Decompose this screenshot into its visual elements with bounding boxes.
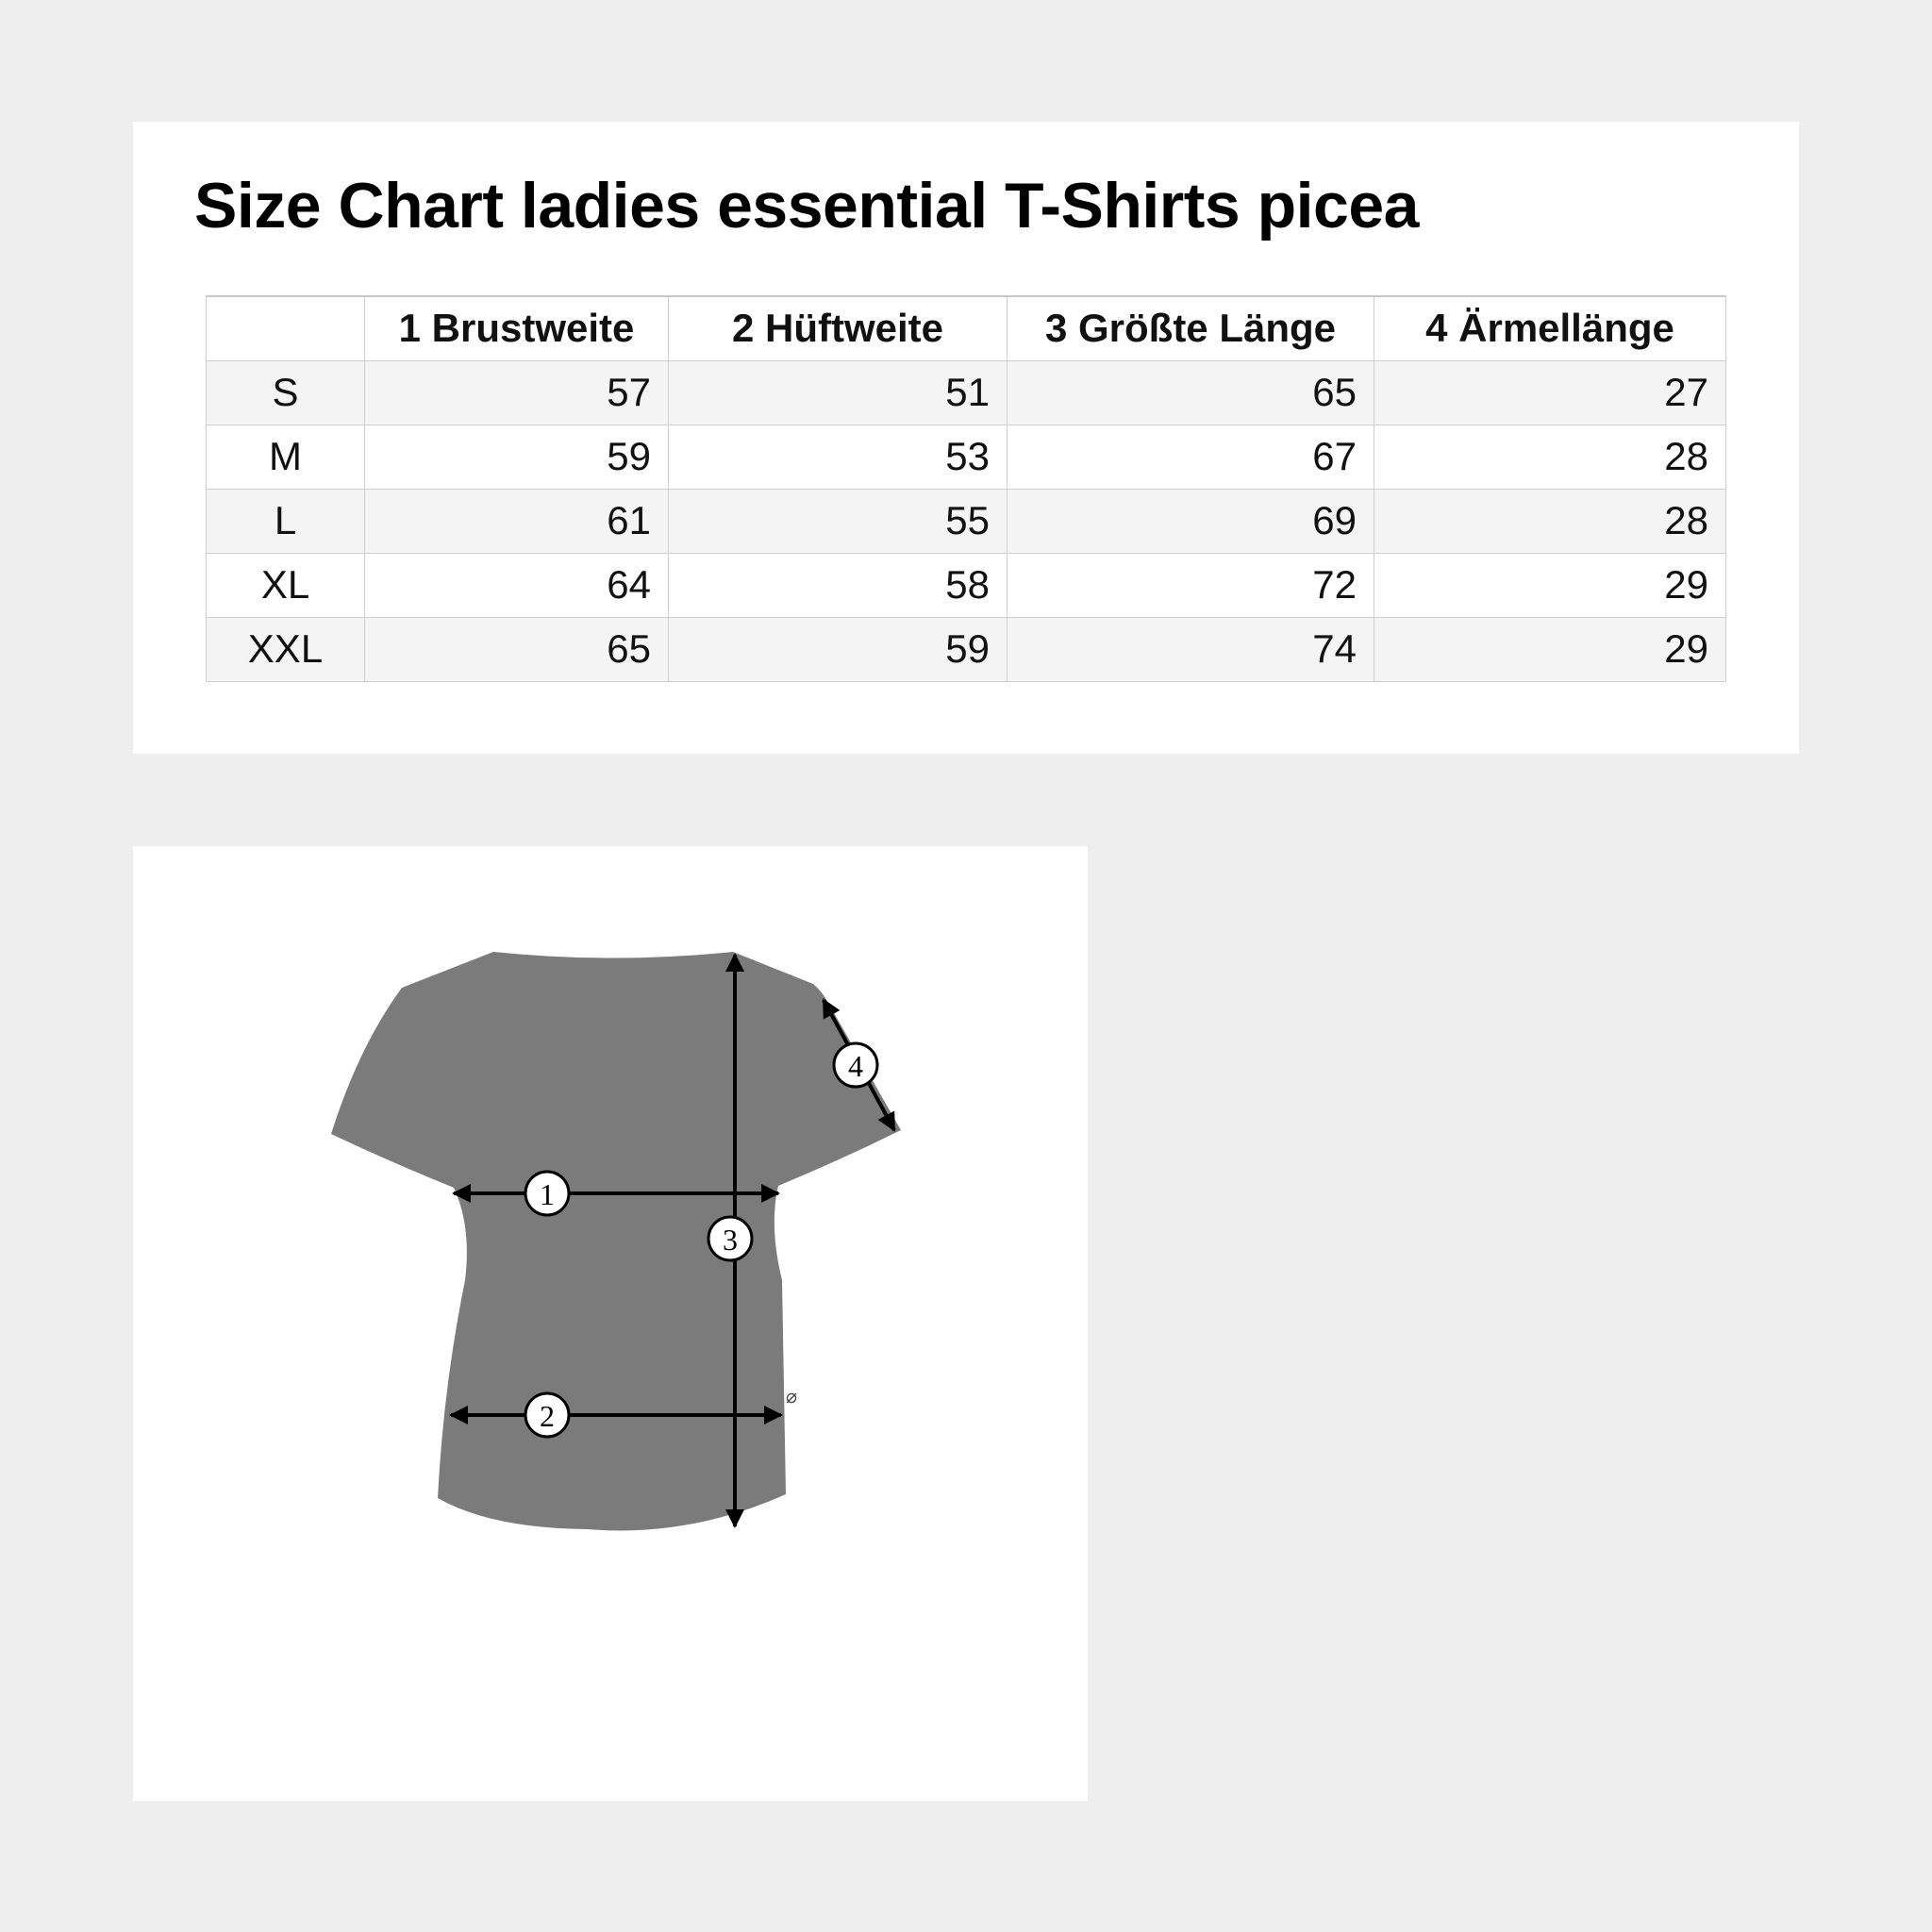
size-table: 1 Brustweite 2 Hüftweite 3 Größte Länge …: [206, 295, 1726, 682]
value-cell: 29: [1374, 552, 1726, 618]
value-cell: 28: [1374, 424, 1726, 490]
value-cell: 53: [668, 424, 1008, 490]
value-cell: 59: [364, 424, 669, 490]
size-chart-card: Size Chart ladies essential T-Shirts pic…: [133, 122, 1799, 754]
header-empty: [206, 295, 365, 361]
value-cell: 65: [1007, 359, 1374, 425]
measurement-diagram-card: [133, 846, 1088, 1801]
value-cell: 57: [364, 359, 669, 425]
header-aermellaenge: 4 Ärmellänge: [1374, 295, 1726, 361]
value-cell: 61: [364, 488, 669, 554]
value-cell: 64: [364, 552, 669, 618]
table-row: XXL 65 59 74 29: [206, 616, 1726, 682]
value-cell: 67: [1007, 424, 1374, 490]
value-cell: 51: [668, 359, 1008, 425]
value-cell: 65: [364, 616, 669, 682]
header-hueftweite: 2 Hüftweite: [668, 295, 1008, 361]
value-cell: 58: [668, 552, 1008, 618]
table-row: XL 64 58 72 29: [206, 552, 1726, 618]
value-cell: 74: [1007, 616, 1374, 682]
value-cell: 59: [668, 616, 1008, 682]
size-cell: M: [206, 424, 365, 490]
table-row: S 57 51 65 27: [206, 359, 1726, 425]
value-cell: 69: [1007, 488, 1374, 554]
table-row: M 59 53 67 28: [206, 424, 1726, 490]
value-cell: 72: [1007, 552, 1374, 618]
page-title: Size Chart ladies essential T-Shirts pic…: [194, 170, 1419, 242]
header-groesste-laenge: 3 Größte Länge: [1007, 295, 1374, 361]
size-cell: S: [206, 359, 365, 425]
value-cell: 28: [1374, 488, 1726, 554]
table-row: L 61 55 69 28: [206, 488, 1726, 554]
value-cell: 29: [1374, 616, 1726, 682]
size-cell: L: [206, 488, 365, 554]
value-cell: 27: [1374, 359, 1726, 425]
size-cell: XL: [206, 552, 365, 618]
header-brustweite: 1 Brustweite: [364, 295, 669, 361]
size-cell: XXL: [206, 616, 365, 682]
value-cell: 55: [668, 488, 1008, 554]
table-header-row: 1 Brustweite 2 Hüftweite 3 Größte Länge …: [206, 295, 1726, 361]
